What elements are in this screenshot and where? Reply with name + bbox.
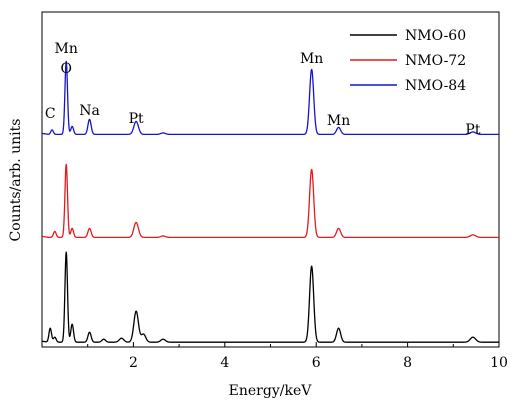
x-ticks: 2 4 6 8 10 [87, 342, 508, 371]
y-axis-label: Counts/arb. units [8, 119, 24, 242]
peak-label: Pt [129, 111, 144, 127]
x-tick-label: 2 [129, 355, 138, 371]
legend: NMO-60 NMO-72 NMO-84 [350, 28, 466, 94]
peak-label: Mn [300, 51, 323, 67]
peak-label: C [45, 106, 56, 122]
peak-label: Mn [327, 113, 350, 129]
series-line-nmo-84 [41, 60, 500, 136]
peak-label: O [60, 61, 71, 77]
legend-label: NMO-72 [405, 53, 466, 69]
x-axis-label: Energy/keV [229, 383, 313, 399]
annotations: Mn O C Na Pt Mn Mn Pt [45, 41, 481, 138]
series-line-nmo-60 [41, 251, 500, 343]
legend-label: NMO-60 [405, 28, 466, 44]
x-tick-label: 6 [312, 355, 321, 371]
legend-label: NMO-84 [405, 78, 466, 94]
x-tick-label: 10 [490, 355, 508, 371]
peak-label: Pt [465, 122, 480, 138]
peak-label: Mn [55, 41, 78, 57]
x-tick-label: 8 [403, 355, 412, 371]
peak-label: Na [79, 103, 100, 119]
series-layer [41, 60, 500, 343]
x-tick-label: 4 [220, 355, 229, 371]
series-line-nmo-72 [41, 163, 500, 239]
